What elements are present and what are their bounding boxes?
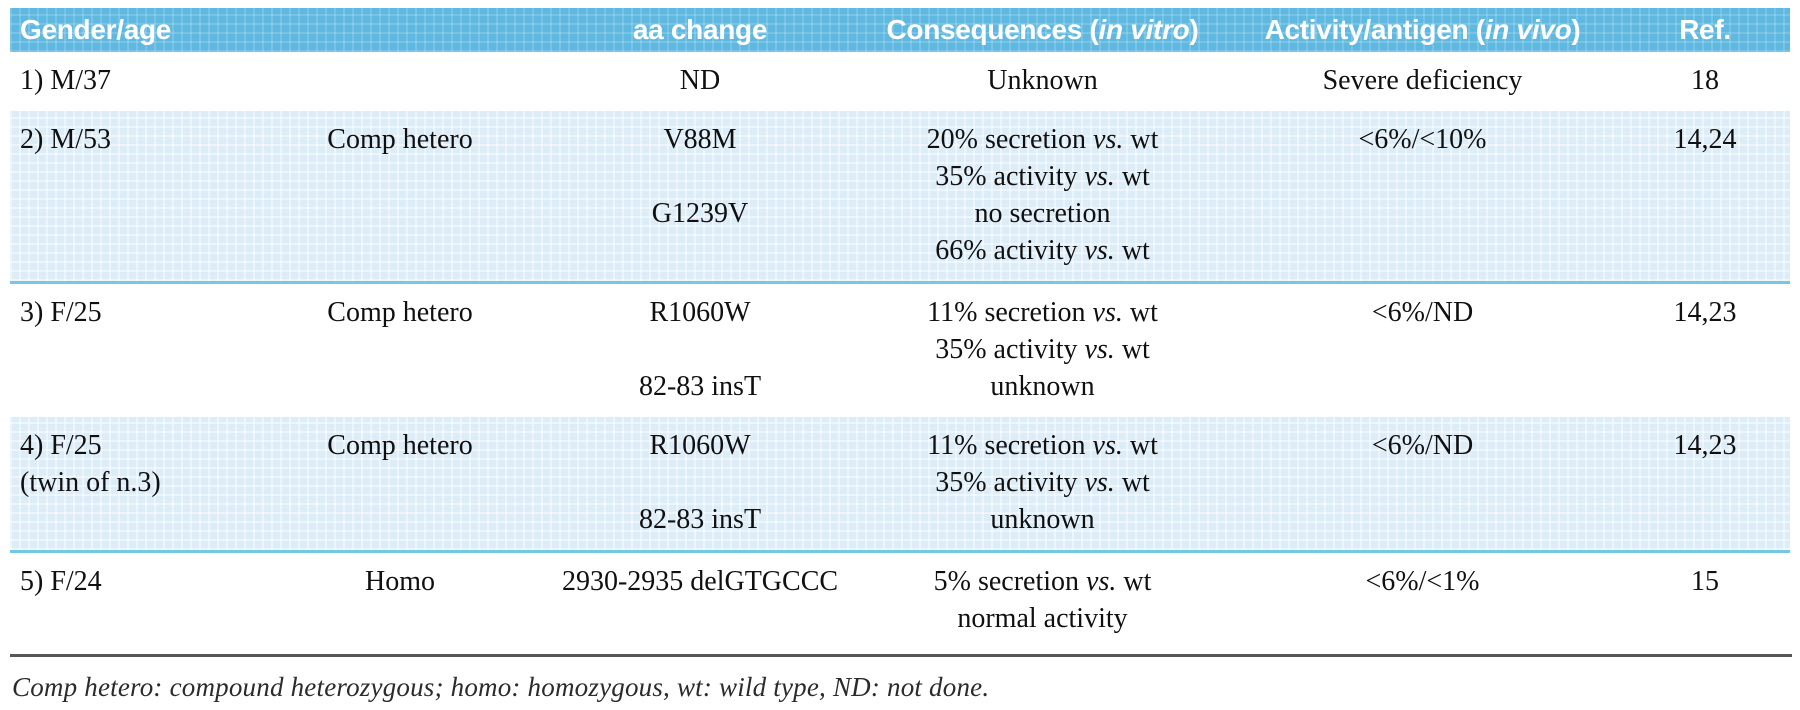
cell-line: 2) M/53 bbox=[20, 124, 111, 155]
cell-zygosity: Homo bbox=[260, 563, 540, 637]
column-header-gender-age: Gender/age bbox=[20, 14, 172, 45]
cell-line: 14,24 bbox=[1673, 124, 1737, 155]
table-row: 2) M/53 Comp hetero V88M G1239V 20% secret… bbox=[10, 111, 1790, 284]
cell-line: 66% activity vs. wt bbox=[935, 235, 1150, 266]
cell-activity: <6%/ND bbox=[1225, 427, 1620, 538]
cell-line: 4) F/25 bbox=[20, 430, 102, 461]
cell-gender: 2) M/53 bbox=[10, 121, 260, 269]
cell-line: 82-83 insT bbox=[638, 371, 762, 402]
cell-line: <6%/ND bbox=[1371, 297, 1474, 328]
cell-line: Homo bbox=[365, 566, 435, 597]
cell-line: 14,23 bbox=[1673, 297, 1737, 328]
cell-activity: Severe deficiency bbox=[1225, 62, 1620, 99]
cell-ref: 14,24 bbox=[1620, 121, 1790, 269]
cell-line: 11% secretion vs. wt bbox=[927, 297, 1158, 328]
cell-line: 18 bbox=[1691, 65, 1719, 96]
cell-ref: 14,23 bbox=[1620, 427, 1790, 538]
table-header-row: Gender/age aa change Consequences (in vi… bbox=[10, 8, 1790, 52]
cell-gender: 3) F/25 bbox=[10, 294, 260, 405]
cell-line: 82-83 insT bbox=[638, 504, 762, 535]
table-row: 3) F/25 Comp hetero R1060W 82-83 insT 11% s… bbox=[10, 284, 1790, 417]
cell-line: 15 bbox=[1691, 566, 1719, 597]
cell-line: 35% activity vs. wt bbox=[935, 467, 1150, 498]
cell-line: 20% secretion vs. wt bbox=[926, 124, 1159, 155]
cell-line bbox=[260, 62, 540, 99]
cell-consequences: 5% secretion vs. wt normal activity bbox=[860, 563, 1225, 637]
cell-aa-change: V88M G1239V bbox=[540, 121, 860, 269]
cell-activity: <6%/<10% bbox=[1225, 121, 1620, 269]
cell-line: 5% secretion vs. wt bbox=[933, 566, 1152, 597]
cell-aa-change: R1060W 82-83 insT bbox=[540, 427, 860, 538]
column-header-activity-antigen: Activity/antigen (in vivo) bbox=[1264, 14, 1581, 45]
cell-line: Severe deficiency bbox=[1322, 65, 1523, 96]
cell-zygosity: Comp hetero bbox=[260, 427, 540, 538]
cell-zygosity: Comp hetero bbox=[260, 121, 540, 269]
column-header-consequences: Consequences (in vitro) bbox=[886, 14, 1199, 45]
cell-line: 11% secretion vs. wt bbox=[927, 430, 1158, 461]
cell-line: Comp hetero bbox=[327, 430, 473, 461]
cell-line bbox=[540, 158, 860, 195]
cell-line: R1060W bbox=[649, 297, 751, 328]
table-footnote: Comp hetero: compound heterozygous; homo… bbox=[12, 672, 990, 702]
cell-ref: 14,23 bbox=[1620, 294, 1790, 405]
cell-aa-change: R1060W 82-83 insT bbox=[540, 294, 860, 405]
column-header-ref: Ref. bbox=[1679, 14, 1731, 45]
cell-consequences: 11% secretion vs. wt 35% activity vs. wt u… bbox=[860, 294, 1225, 405]
cell-line: <6%/ND bbox=[1371, 430, 1474, 461]
cell-line: Unknown bbox=[987, 65, 1098, 96]
cell-line: no secretion bbox=[974, 198, 1111, 229]
cell-aa-change: 2930-2935 delGTGCCC bbox=[540, 563, 860, 637]
cell-line bbox=[540, 464, 860, 501]
cell-zygosity bbox=[260, 62, 540, 99]
cell-line: Comp hetero bbox=[327, 124, 473, 155]
cell-line: 3) F/25 bbox=[20, 297, 102, 328]
cell-consequences: Unknown bbox=[860, 62, 1225, 99]
cell-activity: <6%/<1% bbox=[1225, 563, 1620, 637]
cell-activity: <6%/ND bbox=[1225, 294, 1620, 405]
cell-line: 35% activity vs. wt bbox=[935, 334, 1150, 365]
cell-line: R1060W bbox=[649, 430, 751, 461]
cell-line: 2930-2935 delGTGCCC bbox=[561, 566, 839, 597]
cell-line: <6%/<1% bbox=[1365, 566, 1480, 597]
cell-zygosity: Comp hetero bbox=[260, 294, 540, 405]
cell-gender: 1) M/37 bbox=[10, 62, 260, 99]
cell-line bbox=[540, 331, 860, 368]
cell-line: unknown bbox=[990, 504, 1095, 535]
table-body: 1) M/37 ND Unknown Severe deficiency 18 2) M… bbox=[10, 52, 1790, 649]
column-header-aa-change: aa change bbox=[632, 14, 768, 45]
cell-gender: 4) F/25 (twin of n.3) bbox=[10, 427, 260, 538]
cell-line: 5) F/24 bbox=[20, 566, 102, 597]
cell-consequences: 11% secretion vs. wt 35% activity vs. wt u… bbox=[860, 427, 1225, 538]
cell-line: unknown bbox=[990, 371, 1095, 402]
cell-line: 14,23 bbox=[1673, 430, 1737, 461]
table-row: 1) M/37 ND Unknown Severe deficiency 18 bbox=[10, 52, 1790, 111]
table-row: 4) F/25 (twin of n.3) Comp hetero R1060W 82… bbox=[10, 417, 1790, 553]
divider-rule bbox=[10, 654, 1792, 657]
cell-line: Comp hetero bbox=[327, 297, 473, 328]
cell-line: V88M bbox=[663, 124, 737, 155]
cell-line: G1239V bbox=[651, 198, 749, 229]
cell-line: normal activity bbox=[957, 603, 1128, 634]
cell-line: (twin of n.3) bbox=[20, 467, 161, 498]
cell-ref: 18 bbox=[1620, 62, 1790, 99]
cell-line: <6%/<10% bbox=[1358, 124, 1487, 155]
cell-ref: 15 bbox=[1620, 563, 1790, 637]
cell-line bbox=[540, 232, 860, 269]
cell-aa-change: ND bbox=[540, 62, 860, 99]
cell-line: 35% activity vs. wt bbox=[935, 161, 1150, 192]
column-header-zygosity bbox=[260, 14, 540, 46]
cell-line: ND bbox=[679, 65, 721, 96]
cell-consequences: 20% secretion vs. wt 35% activity vs. wt n… bbox=[860, 121, 1225, 269]
cell-gender: 5) F/24 bbox=[10, 563, 260, 637]
table-row: 5) F/24 Homo 2930-2935 delGTGCCC 5% secreti… bbox=[10, 553, 1790, 649]
cell-line: 1) M/37 bbox=[20, 65, 111, 96]
